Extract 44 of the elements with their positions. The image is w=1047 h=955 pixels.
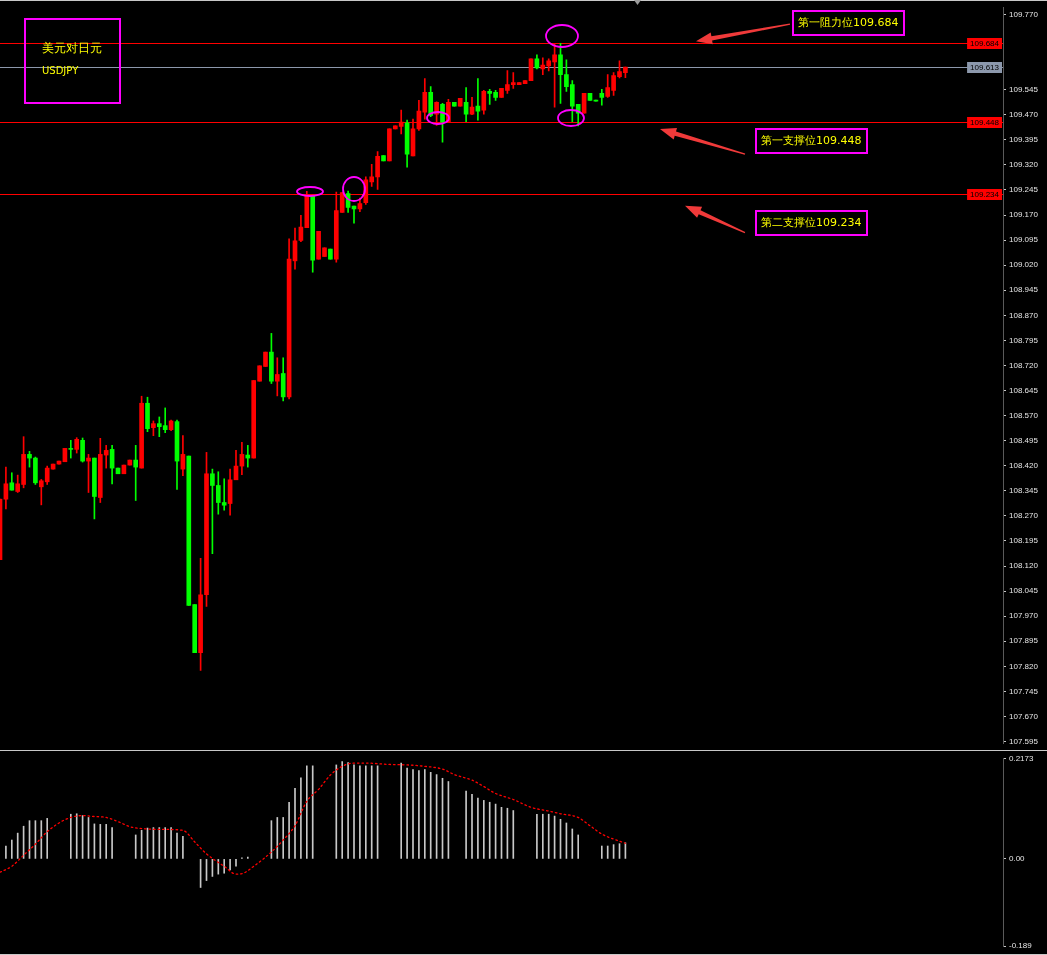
y-tick-label: 109.245 [1009,185,1039,195]
y-tick-label: 107.820 [1009,661,1039,671]
y-tick-label: 107.670 [1009,711,1039,721]
y-tick-label: 108.720 [1009,360,1039,370]
y-tick-label: 107.745 [1009,686,1039,696]
candlestick [133,445,139,501]
y-tick-label: 107.970 [1009,611,1039,621]
y-tick-label: 108.420 [1009,460,1039,470]
ref-line-label: 109.234 [970,189,1000,199]
y-tick-label: 109.770 [1009,9,1039,19]
y-tick-label: 108.945 [1009,285,1039,295]
y-tick-label: 109.545 [1009,84,1039,94]
y-tick-label: 107.595 [1009,736,1039,746]
y-tick-label: 108.045 [1009,586,1039,596]
y-tick-label: 108.270 [1009,511,1039,521]
annotation: 第一支撑位109.448 [755,128,868,154]
y-tick-label: 109.320 [1009,160,1039,170]
y-tick-label: 108.795 [1009,335,1039,345]
y-tick-label: 109.095 [1009,235,1039,245]
y-tick-label: 108.645 [1009,385,1039,395]
y-tick-label: 108.195 [1009,536,1039,546]
y-tick-label: 109.470 [1009,109,1039,119]
ref-line-label: 109.613 [970,62,1000,72]
y-tick-label: 108.870 [1009,310,1039,320]
y-tick-label: -0.189 [1009,941,1033,951]
ref-line-label: 109.684 [970,38,1000,48]
y-tick-label: 109.020 [1009,260,1039,270]
y-tick-label: 108.495 [1009,435,1039,445]
annotation: 第二支撑位109.234 [755,210,868,236]
line-series [0,762,627,875]
y-tick-label: 108.120 [1009,561,1039,571]
y-tick-label: 107.895 [1009,636,1039,646]
y-tick-label: 0.00 [1009,854,1026,864]
y-tick-label: 109.395 [1009,135,1039,145]
y-tick-label: 0.2173 [1009,754,1035,763]
annotation: 第一阻力位109.684 [792,10,905,36]
text: USDJPY [42,65,79,76]
candlestick [68,440,74,459]
text: 美元对日元 [42,41,102,56]
y-tick-label: 109.170 [1009,210,1039,220]
y-tick-label: 108.570 [1009,410,1039,420]
ref-line-label: 109.448 [970,117,1000,127]
candlestick [274,357,280,397]
y-tick-label: 108.345 [1009,486,1039,496]
